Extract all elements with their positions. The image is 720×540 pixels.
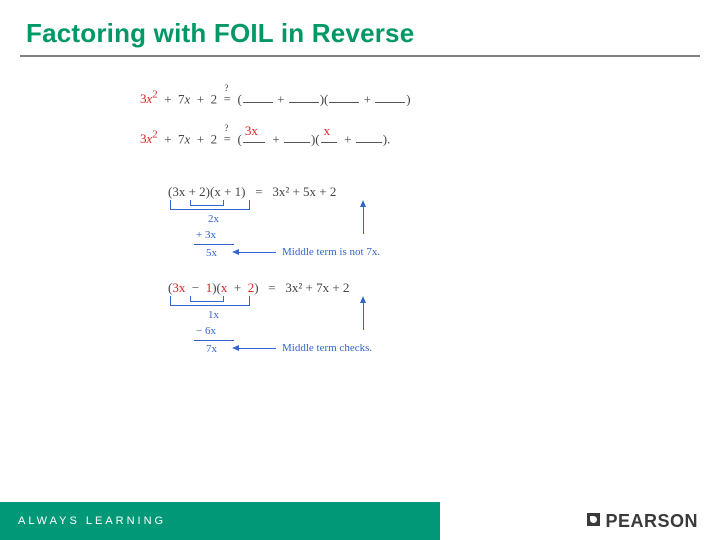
- ex2-sum: 7x: [206, 343, 217, 355]
- foil-example-2: (3x − 1)(x + 2) = 3x² + 7x + 2 1x − 6x 7…: [168, 280, 628, 400]
- pearson-logo: PEARSON: [587, 511, 698, 532]
- footer: ALWAYS LEARNING PEARSON: [0, 502, 720, 540]
- ex1-inner2: 3x: [205, 229, 216, 241]
- ex2-inner2: 6x: [205, 325, 216, 337]
- fill-3x: 3x: [245, 123, 258, 140]
- ex1-sum: 5x: [206, 247, 217, 259]
- ex2-inner1: 1x: [208, 309, 219, 321]
- equation-line-1: 3x2 + 7x + 2 =? ( + )( + ): [140, 88, 600, 114]
- ex1-note: Middle term is not 7x.: [282, 245, 380, 259]
- ex2-rhs: 3x² + 7x + 2: [285, 280, 349, 295]
- term-3x2: 3x2: [140, 91, 158, 106]
- ex2-p2b: 2: [248, 280, 255, 295]
- ex2-p1b: 1: [206, 280, 213, 295]
- page-title: Factoring with FOIL in Reverse: [0, 0, 720, 49]
- pearson-mark-icon: [587, 513, 600, 526]
- ex1-rhs: 3x² + 5x + 2: [272, 184, 336, 199]
- fill-x: x: [324, 123, 331, 140]
- pearson-text: PEARSON: [605, 511, 698, 531]
- footer-tagline: ALWAYS LEARNING: [0, 502, 440, 540]
- ex2-note: Middle term checks.: [282, 341, 372, 355]
- ex1-lhs: (3x + 2)(x + 1): [168, 184, 245, 199]
- ex1-inner1: 2x: [208, 213, 219, 225]
- footer-brand-area: PEARSON: [440, 502, 720, 540]
- equation-line-2: 3x2 + 7x + 2 =? (3x + )(x + ).: [140, 128, 600, 154]
- title-underline: [20, 55, 700, 57]
- math-content: 3x2 + 7x + 2 =? ( + )( + ) 3x2 + 7x + 2 …: [140, 88, 600, 400]
- ex2-p2a: x: [221, 280, 228, 295]
- ex2-p1a: 3x: [172, 280, 185, 295]
